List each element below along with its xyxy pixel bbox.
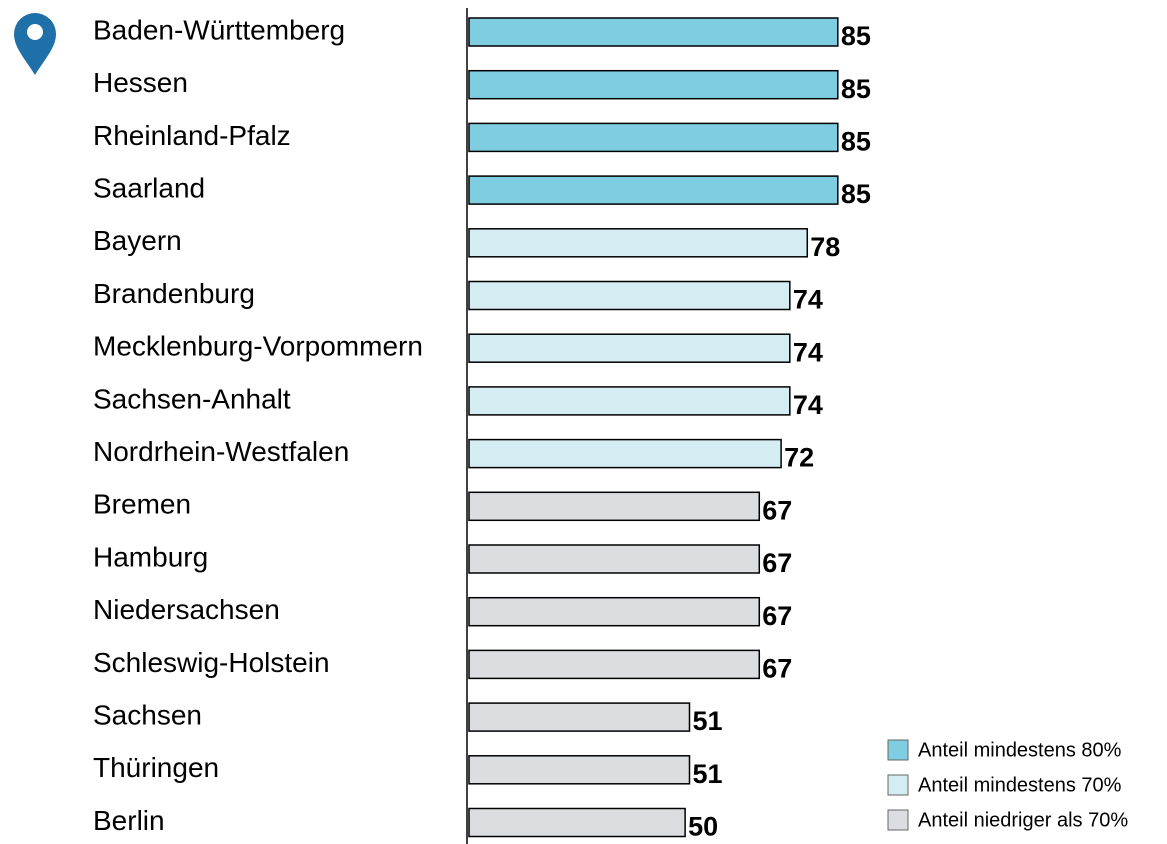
bar (468, 122, 839, 153)
category-label: Mecklenburg-Vorpommern (93, 331, 423, 362)
value-label: 85 (841, 179, 871, 209)
bar (468, 438, 782, 469)
category-label: Brandenburg (93, 278, 255, 309)
value-label: 72 (784, 443, 814, 473)
bar (468, 702, 691, 732)
category-label: Schleswig-Holstein (93, 647, 330, 678)
bar (468, 333, 791, 363)
legend-label: Anteil niedriger als 70% (918, 809, 1128, 831)
bar (468, 807, 686, 838)
bar (468, 17, 839, 47)
value-label: 74 (793, 285, 823, 315)
bar (468, 386, 791, 416)
category-label: Rheinland-Pfalz (93, 120, 291, 151)
value-label: 67 (762, 548, 792, 578)
category-label: Sachsen (93, 699, 202, 730)
legend-swatch (887, 809, 909, 831)
value-label: 67 (762, 654, 792, 684)
legend-label: Anteil mindestens 70% (918, 774, 1122, 796)
value-label: 51 (692, 759, 722, 789)
category-label: Hessen (93, 67, 188, 98)
bar (468, 596, 761, 627)
bar (468, 491, 761, 522)
value-label: 85 (841, 21, 871, 51)
bar (468, 69, 839, 100)
value-label: 51 (692, 706, 722, 736)
legend-swatch (887, 774, 909, 796)
category-label: Bremen (93, 489, 191, 520)
value-label: 50 (688, 812, 718, 842)
value-label: 85 (841, 74, 871, 104)
value-label: 74 (793, 390, 823, 420)
bar (468, 175, 839, 205)
bar (468, 228, 809, 258)
bar (468, 544, 761, 574)
value-label: 85 (841, 127, 871, 157)
bar (468, 755, 691, 785)
value-label: 74 (793, 337, 823, 367)
category-label: Sachsen-Anhalt (93, 383, 291, 414)
category-label: Thüringen (93, 752, 219, 783)
legend-swatch (887, 739, 909, 761)
legend-label: Anteil mindestens 80% (918, 739, 1122, 761)
bar (468, 649, 761, 680)
location-pin (14, 13, 56, 75)
category-label: Nordrhein-Westfalen (93, 436, 349, 467)
bar (468, 280, 791, 311)
category-label: Niedersachsen (93, 594, 280, 625)
category-label: Hamburg (93, 541, 208, 572)
category-label: Baden-Württemberg (93, 14, 345, 45)
value-label: 67 (762, 601, 792, 631)
category-label: Bayern (93, 225, 182, 256)
value-label: 67 (762, 495, 792, 525)
value-label: 78 (810, 232, 840, 262)
category-label: Berlin (93, 805, 165, 836)
category-label: Saarland (93, 172, 205, 203)
